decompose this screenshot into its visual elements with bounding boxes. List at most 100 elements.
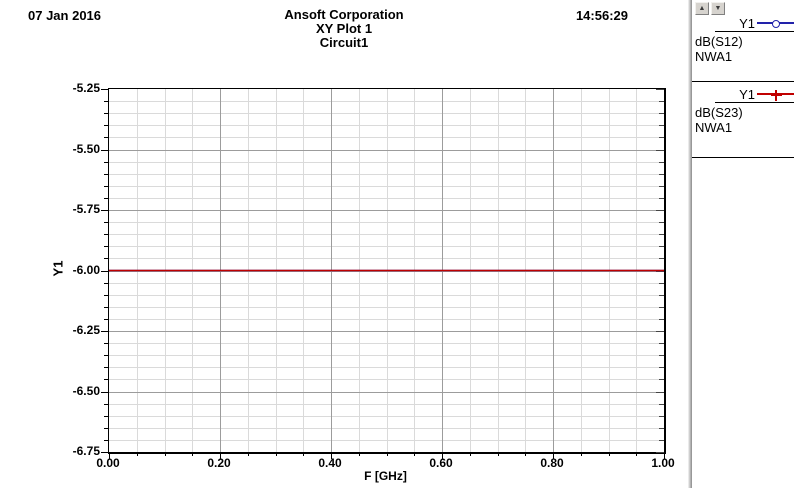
circle-marker-icon	[771, 19, 780, 28]
y-tick-mark	[104, 379, 108, 381]
major-gridline	[109, 210, 664, 211]
minor-gridline	[109, 439, 664, 441]
company-name: Ansoft Corporation	[284, 7, 404, 22]
y-tick-label: -6.25	[72, 323, 100, 337]
y-tick-mark-right	[659, 222, 664, 224]
legend-trace-label: Y1	[739, 87, 755, 102]
y-tick-label: -6.75	[72, 444, 100, 458]
legend-expression: dB(S12)	[695, 34, 743, 49]
legend-underline	[715, 31, 794, 32]
minor-gridline	[109, 355, 664, 357]
y-tick-mark	[104, 258, 108, 260]
y-tick-mark-right	[659, 282, 664, 284]
y-tick-mark	[101, 89, 108, 90]
y-tick-mark	[101, 210, 108, 211]
report-date: 07 Jan 2016	[28, 8, 102, 23]
legend-sample-0	[757, 18, 794, 29]
y-tick-mark-right	[659, 367, 664, 369]
y-tick-mark-right	[659, 318, 664, 320]
y-tick-mark-right	[659, 185, 664, 187]
y-tick-mark-right	[659, 306, 664, 308]
legend-panel: ▲ ▼ Y1 dB(S12) NWA1 Y1 dB(S23) NWA1	[692, 0, 794, 488]
y-tick-mark	[104, 355, 108, 357]
legend-solution: NWA1	[695, 49, 733, 64]
minor-gridline	[109, 282, 664, 284]
minor-gridline	[109, 306, 664, 308]
y-tick-mark	[104, 161, 108, 163]
minor-gridline	[109, 197, 664, 199]
y-tick-label: -6.00	[72, 262, 100, 277]
y-tick-label: -6.50	[72, 383, 100, 398]
minor-gridline	[109, 101, 664, 103]
minor-gridline	[109, 367, 664, 369]
legend-expression: dB(S23)	[695, 105, 743, 120]
x-tick-mark	[664, 452, 665, 459]
y-tick-mark-right	[659, 355, 664, 357]
y-tick-mark	[104, 403, 108, 405]
legend-sample-1	[757, 89, 794, 101]
x-tick-mark	[247, 452, 249, 456]
x-tick-mark	[469, 452, 471, 456]
y-tick-mark	[104, 222, 108, 224]
y-tick-mark-right	[659, 234, 664, 236]
legend-scroll-up-button[interactable]: ▲	[695, 2, 709, 15]
y-tick-label: -5.50	[72, 141, 100, 156]
plot-title: XY Plot 1	[315, 21, 373, 36]
y-tick-mark	[101, 149, 108, 151]
report-time: 14:56:29	[575, 8, 628, 23]
x-tick-mark	[442, 452, 443, 459]
y-tick-mark	[104, 234, 108, 236]
y-tick-label: -5.75	[72, 202, 100, 216]
minor-gridline	[109, 246, 664, 248]
x-tick-mark	[525, 452, 527, 456]
legend-trace-row: Y1	[692, 87, 794, 102]
circuit-name: Circuit1	[319, 35, 369, 50]
x-tick-mark	[636, 452, 638, 456]
minor-gridline	[109, 318, 664, 320]
minor-gridline	[109, 415, 664, 417]
y-tick-mark	[104, 439, 108, 441]
minor-gridline	[109, 222, 664, 224]
plot-page: 07 Jan 2016 Ansoft Corporation XY Plot 1…	[28, 8, 675, 484]
x-tick-mark	[192, 452, 194, 456]
minor-gridline	[109, 161, 664, 163]
legend-entry-s12[interactable]: Y1 dB(S12) NWA1	[692, 16, 794, 64]
y-tick-mark-right	[656, 391, 664, 393]
minor-gridline	[109, 185, 664, 187]
report-title-block: Ansoft Corporation XY Plot 1 Circuit1	[164, 8, 524, 50]
y-tick-mark-right	[659, 137, 664, 139]
x-tick-mark	[275, 452, 277, 456]
y-tick-mark	[104, 318, 108, 320]
x-tick-mark	[303, 452, 305, 456]
x-tick-mark	[358, 452, 360, 456]
y-tick-mark-right	[659, 125, 664, 127]
y-tick-mark	[104, 113, 108, 115]
y-tick-mark-right	[656, 452, 664, 453]
legend-scroll-down-button[interactable]: ▼	[711, 2, 725, 15]
y-tick-mark-right	[656, 331, 664, 332]
plus-bar	[774, 89, 777, 101]
x-tick-label: 0.40	[318, 456, 342, 470]
y-tick-mark-right	[659, 173, 664, 175]
y-tick-mark	[101, 331, 108, 332]
legend-trace-label: Y1	[739, 16, 755, 31]
y-tick-mark-right	[656, 210, 664, 211]
legend-separator	[692, 157, 794, 158]
minor-gridline	[109, 294, 664, 296]
legend-entry-s23[interactable]: Y1 dB(S23) NWA1	[692, 87, 794, 135]
x-tick-mark	[553, 452, 554, 459]
y-tick-label: -5.25	[72, 81, 100, 95]
y-tick-mark	[104, 185, 108, 187]
legend-underline	[715, 102, 794, 103]
major-gridline	[109, 391, 664, 393]
minor-gridline	[109, 427, 664, 429]
x-tick-label: 0.60	[429, 456, 453, 470]
y-tick-mark	[104, 137, 108, 139]
y-tick-mark	[104, 294, 108, 296]
y-tick-mark-right	[659, 161, 664, 163]
x-tick-label: 0.00	[96, 456, 120, 470]
x-tick-mark	[386, 452, 388, 456]
minor-gridline	[109, 379, 664, 381]
y-tick-mark	[104, 246, 108, 248]
